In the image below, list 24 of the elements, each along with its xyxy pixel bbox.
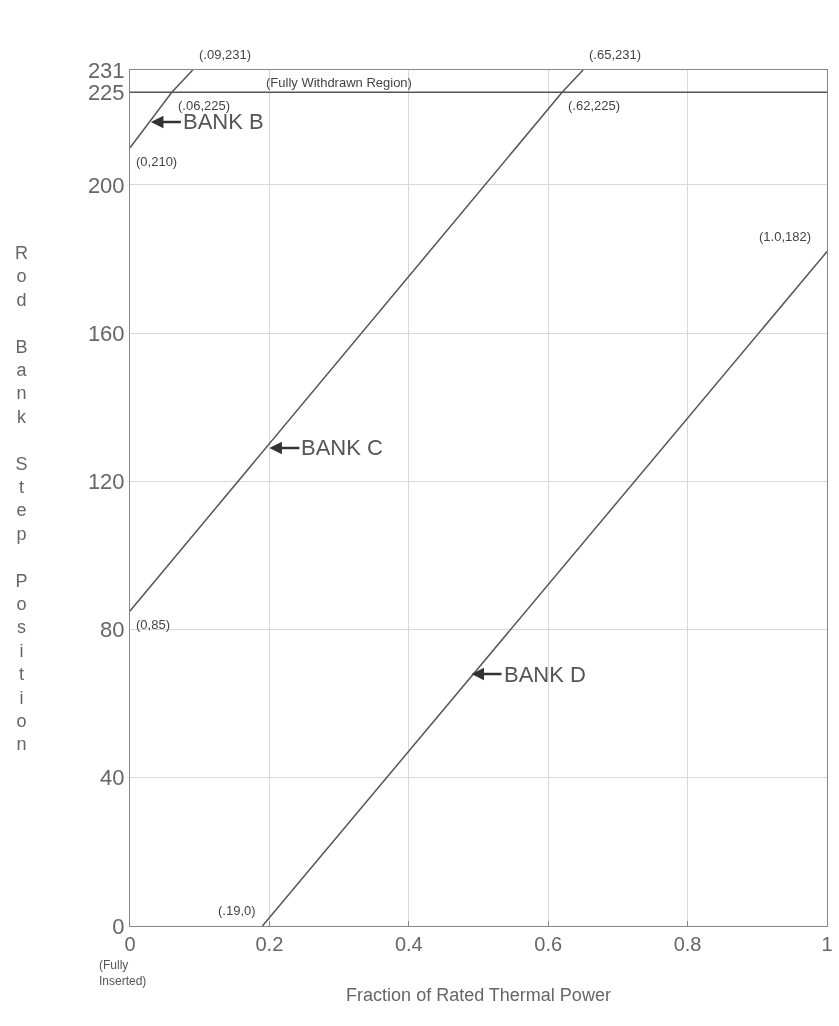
annotation: (1.0,182) (759, 229, 812, 244)
x-tick-label: 0.6 (534, 933, 563, 955)
y-tick-label: 200 (87, 172, 125, 198)
y-tick-label: 120 (87, 469, 125, 495)
ref-line-label: (Fully Withdrawn Region) (266, 75, 412, 90)
x-tick-label: 0.8 (673, 933, 702, 955)
text: (Fully Inserted) (99, 958, 147, 988)
annotation: (.62,225) (568, 98, 621, 113)
x-tick-label: 0.2 (255, 933, 284, 955)
y-tick-label: 160 (87, 320, 125, 346)
text: Rod Bank Step Position (15, 243, 28, 755)
annotation: (0,85) (136, 617, 170, 632)
annotation: (0,210) (136, 154, 178, 169)
annotation: (.09,231) (199, 47, 252, 62)
x-tick-label: 1 (821, 933, 833, 955)
annotation: (.19,0) (218, 903, 256, 918)
annotation: BANK D (504, 662, 586, 687)
annotation: (.65,231) (589, 47, 642, 62)
y-tick-label: 40 (100, 765, 125, 791)
x-tick-label: 0.4 (394, 933, 423, 955)
y-tick-label: 80 (100, 617, 125, 643)
y-tick-label: 0 (112, 913, 125, 939)
x-axis-title: Fraction of Rated Thermal Power (346, 985, 611, 1006)
annotation: BANK C (301, 435, 384, 460)
